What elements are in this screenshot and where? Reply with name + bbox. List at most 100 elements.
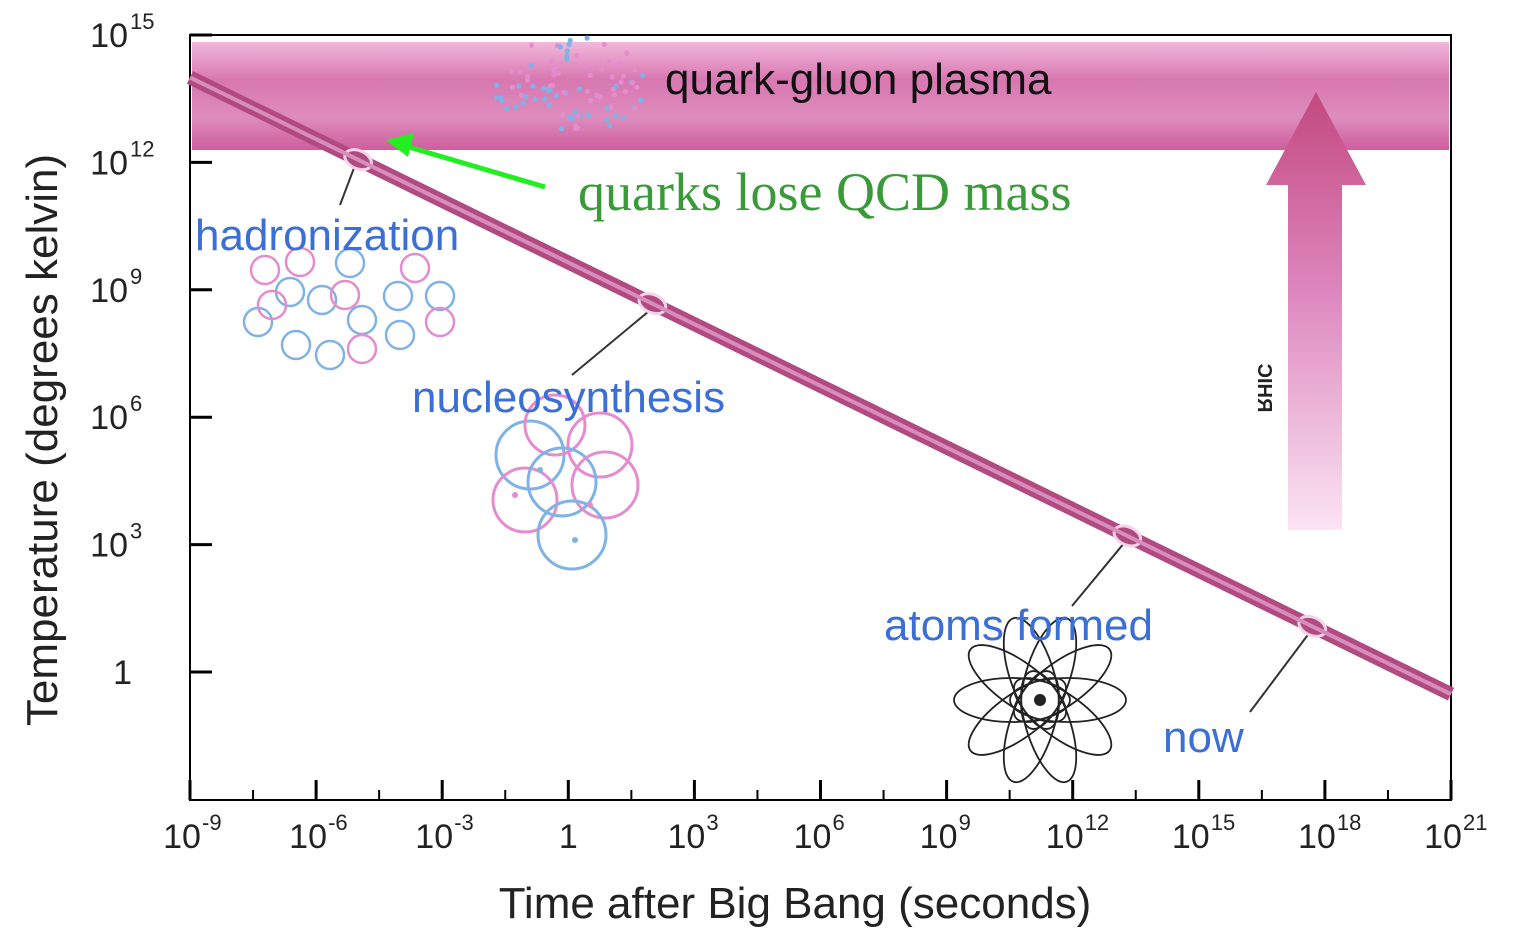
atom-orbit: [1013, 677, 1113, 756]
quark-dot: [609, 74, 615, 80]
event-label-hadronization: hadronization: [195, 211, 459, 260]
x-tick-exponent: 3: [706, 810, 718, 835]
quark-dot: [555, 70, 561, 76]
quark-dot: [632, 105, 638, 111]
x-tick-label: 10: [415, 818, 453, 856]
event-leader-line: [571, 310, 650, 376]
quark-dot: [640, 72, 646, 79]
quark-dot: [574, 125, 580, 131]
event-leader-line: [1249, 633, 1310, 713]
quark-dot: [529, 42, 535, 48]
hadron-ring: [306, 284, 338, 316]
x-tick-label: 10: [667, 818, 705, 856]
quark-dot: [559, 111, 566, 118]
quark-dot: [629, 79, 635, 86]
quark-dot: [553, 93, 560, 99]
quark-dot: [584, 35, 590, 41]
rhic-label: RHIC: [1253, 364, 1275, 413]
quark-dot: [567, 114, 573, 120]
quark-dot: [573, 52, 580, 59]
x-tick-label: 10: [1298, 818, 1336, 856]
quark-dot: [528, 63, 534, 69]
hadron-ring: [424, 306, 456, 338]
event-label-atoms-formed: atoms formed: [884, 601, 1153, 650]
y-tick-exponent: 9: [130, 264, 142, 289]
hadron-ring: [280, 329, 312, 361]
quark-dot: [504, 106, 510, 112]
quark-dot: [620, 115, 626, 121]
quark-dot: [553, 63, 559, 70]
atom-orbit: [1020, 670, 1078, 784]
event-label-now: now: [1163, 713, 1244, 762]
quark-dot: [587, 72, 593, 79]
y-tick-exponent: 12: [130, 136, 154, 161]
qcd-arrow-shaft: [401, 142, 546, 190]
y-tick-label: 10: [90, 527, 128, 565]
quark-dot: [587, 97, 594, 104]
quark-dot: [634, 84, 640, 90]
quark-dot: [613, 83, 619, 89]
quark-dot: [494, 95, 500, 101]
x-tick-exponent: -9: [202, 810, 222, 835]
hadron-ring: [382, 280, 414, 312]
y-tick-label: 10: [90, 399, 128, 437]
x-tick-label: 10: [794, 818, 832, 856]
quark-dot: [606, 59, 613, 65]
quark-dot: [532, 96, 538, 102]
qcd-arrow-head: [386, 133, 414, 157]
quark-dot: [516, 83, 522, 89]
quark-dot: [607, 123, 613, 129]
x-tick-exponent: 21: [1463, 810, 1487, 835]
quark-dot: [540, 85, 546, 92]
quark-dot: [520, 100, 526, 106]
hadron-ring: [424, 280, 456, 312]
quark-dot: [558, 126, 565, 132]
hadron-illustration: [242, 246, 456, 371]
quark-dot: [518, 92, 524, 98]
quark-dot: [624, 50, 630, 56]
quark-dot: [583, 63, 589, 69]
x-tick-label: 10: [1424, 818, 1462, 856]
quark-dot: [517, 69, 523, 75]
atom-illustration: [953, 616, 1127, 784]
quark-dot: [617, 61, 623, 67]
hadron-ring: [346, 333, 378, 365]
quark-dot: [551, 71, 557, 78]
y-tick-exponent: 3: [130, 519, 142, 544]
event-leader-line: [1071, 543, 1125, 607]
y-tick-label: 1: [113, 654, 132, 692]
x-tick-label: 10: [289, 818, 327, 856]
atom-orbit: [1013, 644, 1113, 723]
quark-dot: [566, 42, 572, 48]
x-tick-exponent: 18: [1337, 810, 1361, 835]
event-leader-line: [339, 167, 356, 206]
quark-dot: [611, 92, 617, 98]
x-axis-ticks: 10 -9 10 -6 10 -3 1 10 3 10 6 10 9 10 12 10 15 10 18 10 21: [163, 780, 1487, 856]
quark-dot: [613, 113, 619, 119]
x-tick-label: 10: [1046, 818, 1084, 856]
quark-dot: [546, 102, 552, 108]
plasma-label: quark-gluon plasma: [665, 55, 1052, 104]
quark-dot: [530, 83, 536, 89]
quark-dot: [603, 117, 610, 123]
quark-dot: [618, 79, 624, 85]
x-tick-exponent: 9: [959, 810, 971, 835]
quark-dot: [547, 87, 553, 93]
hadron-ring: [256, 289, 288, 321]
atom-orbit: [967, 644, 1067, 723]
atom-orbit: [967, 677, 1067, 756]
x-tick-exponent: -6: [328, 810, 348, 835]
y-tick-label: 10: [90, 272, 128, 310]
event-label-nucleosynthesis: nucleosynthesis: [412, 373, 725, 422]
atom-orbit: [1020, 616, 1078, 730]
x-tick-label: 10: [1172, 818, 1210, 856]
quark-dot: [598, 66, 605, 72]
quark-dot: [508, 68, 515, 74]
quark-dot: [620, 73, 627, 79]
quark-dot: [494, 82, 500, 88]
hadron-ring: [284, 246, 316, 278]
quark-gluon-illustration: [494, 35, 646, 132]
atom-orbit: [1009, 677, 1127, 723]
